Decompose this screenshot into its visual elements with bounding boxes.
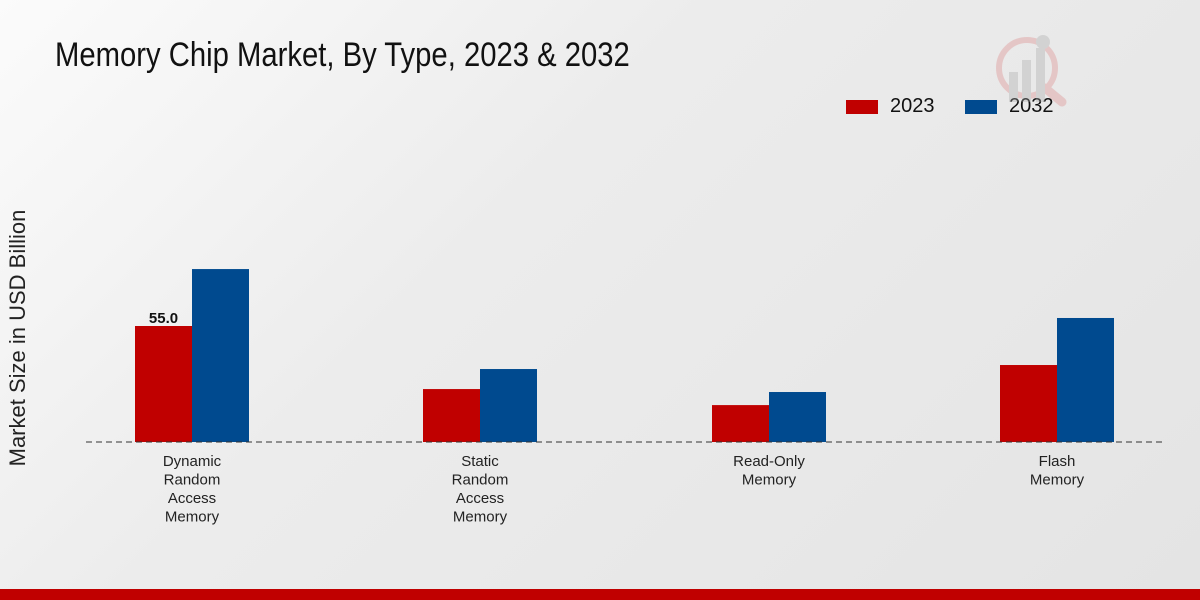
legend-swatch-2023 xyxy=(846,99,878,114)
legend-item-2032: 2032 xyxy=(965,95,1054,118)
x-tick-line: Random xyxy=(164,472,221,489)
bar-2023-1 xyxy=(423,389,480,442)
x-tick-line: Access xyxy=(168,490,216,507)
x-tick-line: Memory xyxy=(165,509,220,526)
bar-2032-2 xyxy=(769,392,826,442)
bar-2032-1 xyxy=(480,369,537,442)
x-tick-line: Memory xyxy=(1030,472,1085,489)
x-tick-line: Random xyxy=(452,472,509,489)
x-tick-line: Memory xyxy=(742,472,797,489)
x-tick-label: Dynamic Random Access Memory xyxy=(163,453,222,526)
x-tick-line: Read-Only xyxy=(733,453,805,470)
x-tick-label: Read-Only Memory xyxy=(733,453,805,489)
bar-2032-3 xyxy=(1057,317,1114,442)
legend-label-2023: 2023 xyxy=(890,95,935,117)
bar-2023-2 xyxy=(712,405,769,442)
x-tick-label: Flash Memory xyxy=(1030,453,1085,489)
x-tick-line: Memory xyxy=(453,509,508,526)
bar-2023-0 xyxy=(135,326,192,442)
chart-title: Memory Chip Market, By Type, 2023 & 2032 xyxy=(55,36,630,74)
bar-2023-3 xyxy=(1000,365,1057,442)
legend-label-2032: 2032 xyxy=(1009,95,1054,117)
legend-swatch-2032 xyxy=(965,99,997,114)
bar-2032-0 xyxy=(192,269,249,442)
legend-item-2023: 2023 xyxy=(846,95,935,118)
logo-watermark-icon xyxy=(996,35,1067,107)
bottom-accent-bar xyxy=(0,589,1200,600)
x-tick-line: Access xyxy=(456,490,504,507)
x-tick-line: Dynamic xyxy=(163,453,222,470)
x-tick-line: Static xyxy=(461,453,499,470)
x-tick-line: Flash xyxy=(1039,453,1076,470)
data-label: 55.0 xyxy=(149,310,178,327)
x-tick-label: Static Random Access Memory xyxy=(452,453,509,526)
